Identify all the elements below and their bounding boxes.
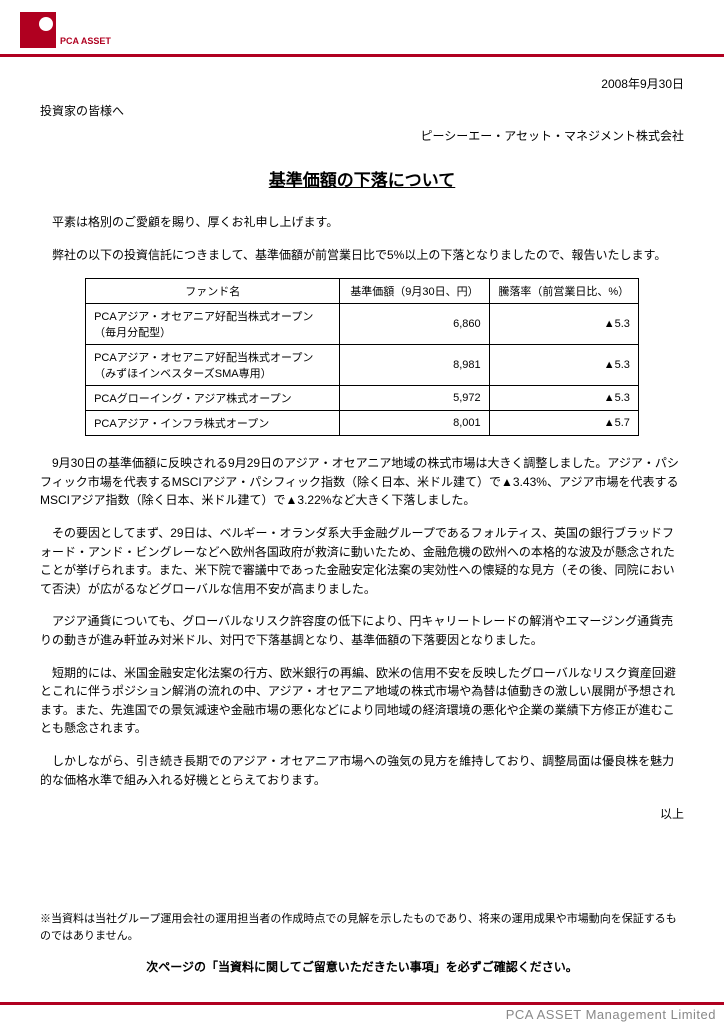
document-date: 2008年9月30日 [40, 75, 684, 92]
brand-logo-text: PCA ASSET [60, 37, 111, 48]
addressee: 投資家の皆様へ [40, 102, 684, 119]
disclaimer-footnote: ※当資料は当社グループ運用会社の運用担当者の作成時点での見解を示したものであり、… [40, 911, 684, 944]
document-title: 基準価額の下落について [40, 166, 684, 191]
body-paragraph: 短期的には、米国金融安定化法案の行方、欧米銀行の再編、欧米の信用不安を反映したグ… [40, 664, 684, 738]
body-paragraph: その要因としてまず、29日は、ベルギー・オランダ系大手金融グループであるフォルテ… [40, 524, 684, 598]
intro-paragraph-1: 平素は格別のご愛顧を賜り、厚くお礼申し上げます。 [40, 213, 684, 232]
page-header: PCA ASSET [0, 0, 724, 57]
document-body: 2008年9月30日 投資家の皆様へ ピーシーエー・アセット・マネジメント株式会… [0, 57, 724, 822]
col-change: 騰落率（前営業日比、%） [489, 279, 638, 304]
table-row: PCAアジア・オセアニア好配当株式オープン（みずほインベスターズSMA専用） 8… [86, 345, 639, 386]
col-fund-name: ファンド名 [86, 279, 340, 304]
intro-paragraph-2: 弊社の以下の投資信託につきまして、基準価額が前営業日比で5%以上の下落となりまし… [40, 246, 684, 265]
body-paragraph: 9月30日の基準価額に反映される9月29日のアジア・オセアニア地域の株式市場は大… [40, 454, 684, 510]
funds-table: ファンド名 基準価額（9月30日、円） 騰落率（前営業日比、%） PCAアジア・… [85, 278, 639, 436]
footer-notes: ※当資料は当社グループ運用会社の運用担当者の作成時点での見解を示したものであり、… [40, 911, 684, 976]
body-paragraph: しかしながら、引き続き長期でのアジア・オセアニア市場への強気の見方を維持しており… [40, 752, 684, 789]
body-paragraph: アジア通貨についても、グローバルなリスク許容度の低下により、円キャリートレードの… [40, 612, 684, 649]
table-row: PCAアジア・インフラ株式オープン 8,001 ▲5.7 [86, 411, 639, 436]
issuer-company: ピーシーエー・アセット・マネジメント株式会社 [40, 127, 684, 144]
table-row: PCAアジア・オセアニア好配当株式オープン（毎月分配型） 6,860 ▲5.3 [86, 304, 639, 345]
closing-mark: 以上 [40, 805, 684, 822]
brand-logo-icon [20, 12, 56, 48]
footer-brand-bar: PCA ASSET Management Limited [0, 1002, 724, 1024]
col-nav: 基準価額（9月30日、円） [340, 279, 489, 304]
table-row: PCAグローイング・アジア株式オープン 5,972 ▲5.3 [86, 386, 639, 411]
next-page-reminder: 次ページの「当資料に関してご留意いただきたい事項」を必ずご確認ください。 [40, 958, 684, 976]
table-header-row: ファンド名 基準価額（9月30日、円） 騰落率（前営業日比、%） [86, 279, 639, 304]
